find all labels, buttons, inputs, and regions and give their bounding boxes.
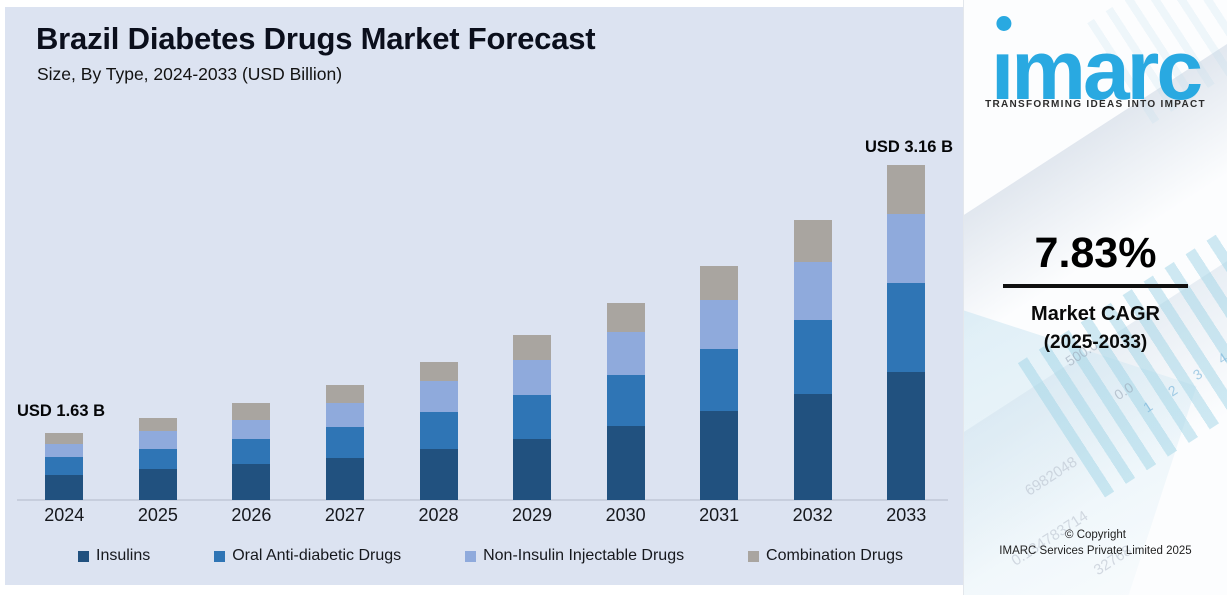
legend-item-oral-anti-diabetic-drugs: Oral Anti-diabetic Drugs xyxy=(214,547,401,565)
imarc-logo-dot-icon xyxy=(995,16,1011,31)
cagr-period: (2025-2033) xyxy=(1043,332,1148,354)
x-tick-label-2029: 2029 xyxy=(512,505,553,525)
legend: Insulins Oral Anti-diabetic Drugs Non-Insu… xyxy=(78,547,903,565)
x-tick-label-2033: 2033 xyxy=(886,505,927,525)
segment-non-insulin-injectable-drugs-2024 xyxy=(45,444,84,457)
imarc-logo: ımarc TRANSFORMING IDEAS INTO IMPACT xyxy=(964,0,1227,140)
segment-insulins-2025 xyxy=(138,469,177,500)
segment-non-insulin-injectable-drugs-2029 xyxy=(513,360,552,395)
bar-2024 xyxy=(45,433,84,500)
segment-combination-drugs-2026 xyxy=(232,403,271,420)
segment-combination-drugs-2025 xyxy=(138,418,177,431)
segment-oral-anti-diabetic-drugs-2033 xyxy=(887,283,926,372)
legend-label: Combination Drugs xyxy=(766,547,903,564)
segment-oral-anti-diabetic-drugs-2028 xyxy=(419,412,458,449)
brand-panel: 500.0 0.0 1 2 3 4 6982048 0.134783714 32… xyxy=(963,0,1227,595)
segment-combination-drugs-2029 xyxy=(513,335,552,360)
bar-2031 xyxy=(700,266,739,500)
segment-oral-anti-diabetic-drugs-2031 xyxy=(700,349,739,411)
segment-oral-anti-diabetic-drugs-2027 xyxy=(325,427,364,458)
segment-insulins-2032 xyxy=(793,394,832,500)
bar-2030 xyxy=(606,303,645,500)
segment-non-insulin-injectable-drugs-2031 xyxy=(700,300,739,349)
segment-oral-anti-diabetic-drugs-2025 xyxy=(138,449,177,469)
cagr-label: Market CAGR xyxy=(1031,303,1160,326)
bar-2028 xyxy=(419,362,458,500)
segment-non-insulin-injectable-drugs-2027 xyxy=(325,403,364,427)
x-axis-line xyxy=(17,499,948,501)
x-tick-label-2032: 2032 xyxy=(792,505,833,525)
segment-insulins-2028 xyxy=(419,449,458,500)
segment-combination-drugs-2032 xyxy=(793,220,832,262)
x-tick-label-2027: 2027 xyxy=(324,505,365,525)
data-label-2024: USD 1.63 B xyxy=(17,402,106,420)
x-tick-label-2031: 2031 xyxy=(699,505,740,525)
x-tick-label-2024: 2024 xyxy=(44,505,85,525)
segment-combination-drugs-2031 xyxy=(700,266,739,300)
legend-swatch-icon xyxy=(214,551,226,562)
watermark-number: 1 2 3 4 xyxy=(1140,344,1227,416)
segment-combination-drugs-2024 xyxy=(45,433,84,444)
legend-label: Oral Anti-diabetic Drugs xyxy=(232,547,402,564)
copyright-line1: © Copyright xyxy=(1065,529,1126,541)
segment-oral-anti-diabetic-drugs-2029 xyxy=(513,395,552,439)
segment-non-insulin-injectable-drugs-2028 xyxy=(419,381,458,412)
bar-2027 xyxy=(325,385,364,500)
bar-2033 xyxy=(887,165,926,500)
cagr-divider xyxy=(1003,284,1188,289)
segment-non-insulin-injectable-drugs-2030 xyxy=(606,332,645,375)
segment-combination-drugs-2028 xyxy=(419,362,458,381)
legend-item-non-insulin-injectable-drugs: Non-Insulin Injectable Drugs xyxy=(465,547,684,565)
imarc-logo-wordmark: ımarc xyxy=(991,16,1203,112)
segment-oral-anti-diabetic-drugs-2024 xyxy=(45,457,84,475)
segment-oral-anti-diabetic-drugs-2030 xyxy=(606,375,645,426)
segment-oral-anti-diabetic-drugs-2026 xyxy=(232,439,271,464)
cagr-block: 7.83% Market CAGR (2025-2033) xyxy=(964,229,1227,354)
legend-swatch-icon xyxy=(748,551,760,562)
bar-2026 xyxy=(232,403,271,500)
x-tick-label-2025: 2025 xyxy=(137,505,178,525)
segment-oral-anti-diabetic-drugs-2032 xyxy=(793,320,832,394)
segment-non-insulin-injectable-drugs-2025 xyxy=(138,431,177,449)
imarc-logo-tagline: TRANSFORMING IDEAS INTO IMPACT xyxy=(985,99,1206,110)
cagr-value: 7.83% xyxy=(1034,229,1157,277)
legend-label: Insulins xyxy=(96,547,151,564)
x-tick-label-2030: 2030 xyxy=(605,505,646,525)
legend-label: Non-Insulin Injectable Drugs xyxy=(483,547,685,564)
segment-combination-drugs-2033 xyxy=(887,165,926,214)
bar-2025 xyxy=(138,418,177,500)
bar-2032 xyxy=(793,220,832,500)
plot-area: USD 1.63 B USD 3.16 B 2024 2025 2026 2027 20… xyxy=(5,7,963,585)
legend-swatch-icon xyxy=(78,551,89,562)
segment-insulins-2031 xyxy=(700,411,739,500)
x-tick-label-2028: 2028 xyxy=(418,505,459,525)
legend-item-combination-drugs: Combination Drugs xyxy=(748,547,903,565)
segment-non-insulin-injectable-drugs-2032 xyxy=(793,262,832,320)
data-label-2033: USD 3.16 B xyxy=(864,138,953,156)
segment-insulins-2029 xyxy=(513,439,552,500)
bar-2029 xyxy=(513,335,552,500)
chart-area: Brazil Diabetes Drugs Market Forecast Si… xyxy=(5,7,963,585)
segment-combination-drugs-2030 xyxy=(606,303,645,332)
watermark-number: 0.0 xyxy=(1111,378,1137,404)
copyright-notice: © Copyright IMARC Services Private Limit… xyxy=(964,528,1227,559)
legend-swatch-icon xyxy=(465,551,477,562)
segment-insulins-2024 xyxy=(45,475,84,500)
segment-insulins-2026 xyxy=(232,464,271,500)
watermark-number: 6982048 xyxy=(1022,453,1081,500)
segment-non-insulin-injectable-drugs-2026 xyxy=(232,420,271,439)
segment-non-insulin-injectable-drugs-2033 xyxy=(887,214,926,283)
page-title: Brazil Diabetes Drugs Market Forecast xyxy=(36,21,596,56)
segment-insulins-2027 xyxy=(325,458,364,500)
legend-item-insulins: Insulins xyxy=(78,547,150,565)
chart-subtitle: Size, By Type, 2024-2033 (USD Billion) xyxy=(37,64,343,84)
copyright-line2: IMARC Services Private Limited 2025 xyxy=(999,544,1192,557)
segment-insulins-2030 xyxy=(606,426,645,500)
segment-insulins-2033 xyxy=(887,372,926,500)
x-tick-label-2026: 2026 xyxy=(231,505,272,525)
segment-combination-drugs-2027 xyxy=(325,385,364,403)
